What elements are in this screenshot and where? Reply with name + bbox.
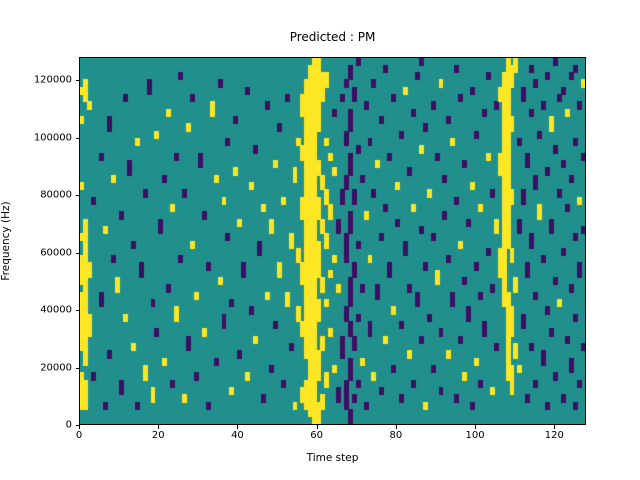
y-tick-label: 40000 [40, 304, 72, 316]
x-tick-mark [475, 425, 477, 429]
y-tick-label: 20000 [40, 362, 72, 373]
y-tick-mark [75, 367, 79, 369]
y-tick-mark [75, 80, 79, 81]
x-tick-mark [79, 425, 80, 429]
y-tick-label: 0 [65, 419, 72, 431]
x-axis-label: Time step [306, 452, 359, 464]
x-tick-mark [237, 425, 239, 429]
heatmap-plot-area[interactable] [79, 57, 586, 425]
y-tick-label: 80000 [40, 189, 72, 201]
y-tick-mark [75, 310, 79, 311]
x-tick-mark [316, 425, 318, 429]
x-tick-label: 60 [310, 430, 324, 441]
chart-title: Predicted : PM [289, 30, 376, 44]
y-tick-label: 100000 [33, 132, 72, 143]
x-tick-mark [395, 425, 397, 429]
y-tick-mark [75, 195, 79, 196]
x-tick-label: 80 [389, 430, 403, 441]
x-tick-label: 100 [465, 430, 485, 441]
x-tick-mark [158, 425, 160, 429]
heatmap-image [80, 58, 585, 424]
x-tick-label: 40 [231, 430, 244, 441]
x-tick-label: 0 [75, 430, 83, 441]
y-tick-label: 120000 [33, 74, 72, 86]
x-tick-mark [554, 425, 556, 429]
x-tick-label: 120 [544, 430, 564, 441]
x-tick-label: 20 [151, 430, 165, 441]
y-tick-label: 60000 [40, 247, 72, 258]
y-tick-mark [75, 425, 79, 426]
y-tick-mark [75, 252, 79, 254]
y-tick-mark [75, 137, 79, 139]
y-axis-label: Frequency (Hz) [0, 201, 12, 281]
